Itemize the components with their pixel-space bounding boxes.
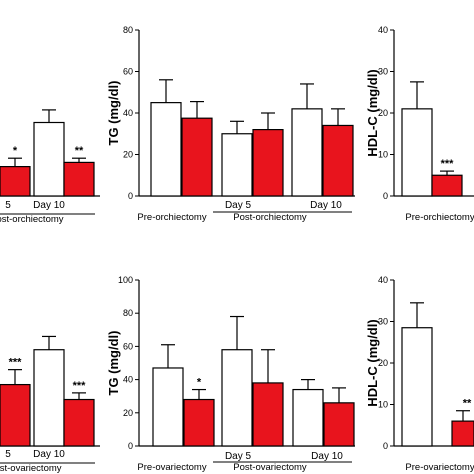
bar (33, 121, 65, 197)
group-label: Pre-ovariectomy (405, 462, 474, 473)
bar (181, 117, 213, 197)
bar (152, 367, 184, 447)
y-tick-label: 10 (378, 400, 388, 410)
y-axis-title: TG (mg/dl) (106, 81, 121, 146)
y-tick-label: 40 (123, 375, 133, 385)
group-label: Pre-ovariectomy (137, 462, 206, 473)
bar (401, 108, 433, 197)
y-tick-label: 20 (378, 358, 388, 368)
y-axis-title: HDL-C (mg/dl) (365, 69, 380, 156)
y-tick-label: 0 (128, 191, 133, 201)
significance-marker: *** (441, 158, 455, 170)
bar (150, 102, 182, 197)
group-label: Pre-orchiectomy (405, 212, 474, 223)
y-tick-label: 80 (123, 308, 133, 318)
panel-bottom-middle: 0 20 40 60 80 100 TG (mg/dl) * Day 5 Day 10 Pre-ov… (106, 275, 355, 473)
y-tick-label: 100 (118, 275, 133, 285)
group-label: ost-orchiectomy (0, 214, 64, 225)
bar (431, 174, 463, 197)
y-tick-label: 0 (128, 441, 133, 451)
bar (401, 327, 433, 447)
x-tick-label: 5 (5, 200, 11, 211)
x-tick-label: Day 5 (225, 200, 252, 211)
bar (322, 124, 354, 197)
y-tick-label: 0 (383, 191, 388, 201)
group-label: Post-ovariectomy (233, 462, 307, 473)
bar (252, 129, 284, 197)
bar (0, 383, 31, 447)
significance-marker: *** (73, 380, 87, 392)
bar (292, 388, 324, 447)
y-tick-label: 40 (378, 275, 388, 285)
y-tick-label: 40 (123, 108, 133, 118)
y-tick-label: 80 (123, 25, 133, 35)
bar (221, 349, 253, 447)
group-label: ost-ovariectomy (0, 463, 62, 474)
bar (252, 382, 284, 447)
panel-bottom-right: 0 10 20 30 40 HDL-C (mg/dl) ** Pre-ovariectomy (365, 275, 474, 473)
panel-top-middle: 0 20 40 60 80 TG (mg/dl) Day 5 Day 10 Pre-orchie… (106, 25, 355, 223)
y-tick-label: 60 (123, 341, 133, 351)
significance-marker: * (13, 145, 18, 157)
group-label: Pre-orchiectomy (137, 212, 206, 223)
y-axis-title: HDL-C (mg/dl) (365, 319, 380, 406)
group-label: Post-orchiectomy (233, 212, 307, 223)
bar (451, 420, 474, 447)
x-tick-label: Day 10 (310, 200, 342, 211)
x-tick-label: Day 10 (33, 200, 65, 211)
bar (0, 166, 31, 197)
y-tick-label: 60 (123, 67, 133, 77)
significance-marker: ** (463, 398, 472, 410)
y-tick-label: 20 (378, 108, 388, 118)
x-tick-label: Day 10 (311, 451, 343, 462)
bar (291, 108, 323, 197)
bar (63, 161, 95, 197)
bar (221, 133, 253, 197)
y-tick-label: 30 (378, 317, 388, 327)
y-tick-label: 0 (383, 441, 388, 451)
significance-marker: ** (75, 145, 84, 157)
significance-marker: * (197, 377, 202, 389)
bar (323, 402, 355, 447)
bar (63, 398, 95, 447)
significance-marker: *** (9, 357, 23, 369)
panel-bottom-left: *** *** 5 Day 10 ost-ovariectomy (0, 335, 100, 474)
panel-top-right: 0 10 20 30 40 HDL-C (mg/dl) *** Pre-orchiectomy (365, 25, 474, 223)
y-tick-label: 20 (123, 150, 133, 160)
bar (33, 349, 65, 447)
y-tick-label: 40 (378, 25, 388, 35)
y-tick-label: 30 (378, 67, 388, 77)
x-tick-label: 5 (5, 449, 11, 460)
x-tick-label: Day 5 (225, 451, 252, 462)
y-tick-label: 20 (123, 408, 133, 418)
y-axis-title: TG (mg/dl) (106, 331, 121, 396)
bar (183, 398, 215, 447)
x-tick-label: Day 10 (33, 449, 65, 460)
y-tick-label: 10 (378, 150, 388, 160)
